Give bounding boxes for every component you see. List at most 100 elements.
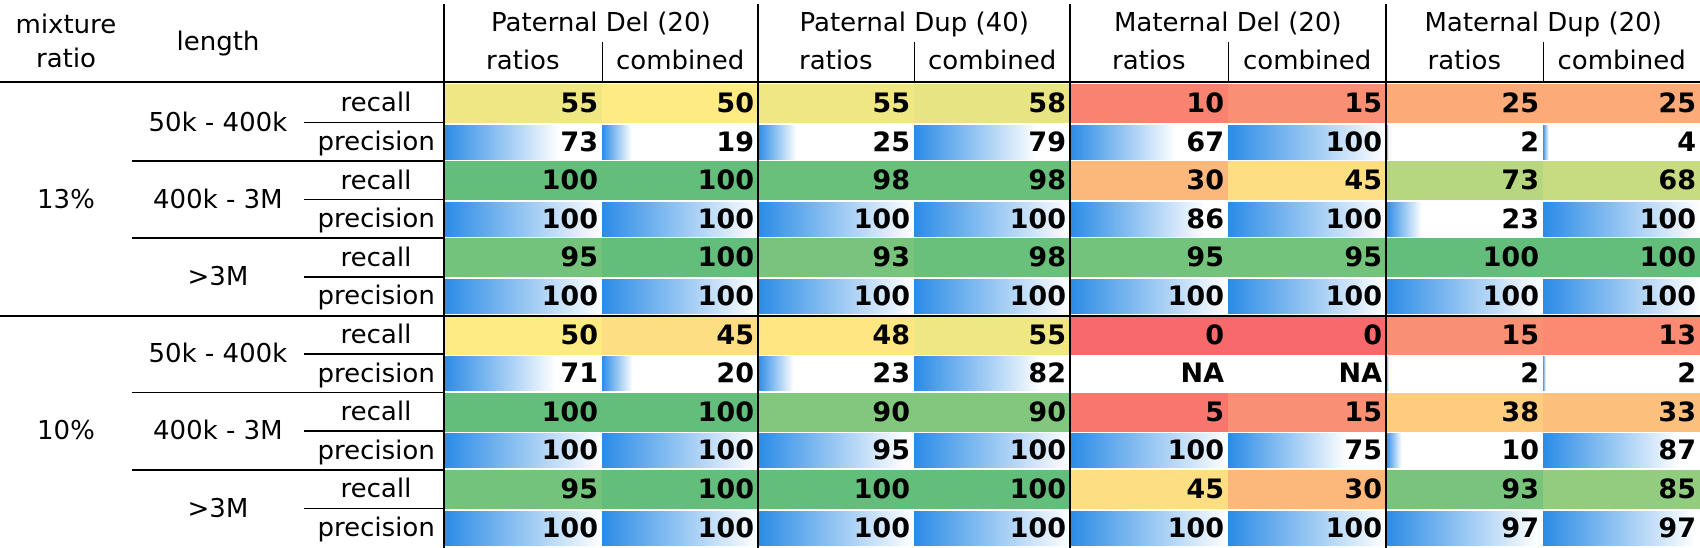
precision-bar (758, 510, 914, 546)
precision-cell: 67 (1070, 123, 1228, 162)
precision-cell: 100 (1228, 277, 1386, 316)
precision-cell: 100 (444, 509, 602, 548)
precision-cell: 100 (914, 200, 1070, 239)
precision-cell: 75 (1228, 431, 1386, 470)
metric-divider (304, 507, 444, 510)
sub-divider (914, 42, 915, 82)
recall-cell: 100 (758, 470, 914, 510)
cell-value: 100 (697, 165, 754, 197)
precision-bar (602, 510, 758, 546)
recall-cell: 55 (444, 84, 602, 124)
sub-header: combined (928, 46, 1057, 76)
metric-divider (304, 430, 444, 432)
cell-value: 100 (541, 165, 598, 197)
precision-bar (1543, 201, 1700, 237)
precision-cell: 100 (1228, 509, 1386, 548)
length-divider (132, 391, 444, 394)
cell-value: 15 (1501, 319, 1539, 351)
mixture-ratio-label: 13% (37, 184, 95, 215)
precision-cell: NA (1228, 354, 1386, 393)
cell-value: 50 (716, 88, 754, 120)
cell-value: 19 (716, 126, 754, 158)
cell-value: 100 (697, 474, 754, 506)
cell-value: 5 (1205, 396, 1224, 428)
cell-value: 100 (1639, 281, 1696, 313)
metric-label: precision (317, 126, 435, 157)
length-label: >3M (187, 493, 249, 524)
recall-cell: 68 (1543, 161, 1700, 201)
metric-label: recall (340, 88, 412, 119)
metric-label: precision (317, 435, 435, 466)
recall-cell: 98 (914, 161, 1070, 201)
cell-value: 93 (1501, 474, 1539, 506)
cell-value: 93 (872, 242, 910, 274)
precision-cell: 97 (1386, 509, 1543, 548)
cell-value: 25 (872, 126, 910, 158)
precision-bar (444, 279, 602, 315)
sub-header: combined (616, 46, 745, 76)
cell-value: 55 (1028, 319, 1066, 351)
recall-cell: 10 (1070, 84, 1228, 124)
precision-cell: 100 (1543, 200, 1700, 239)
recall-cell: 85 (1543, 470, 1700, 510)
cell-value: 23 (1501, 203, 1539, 235)
cell-value: 15 (1344, 88, 1382, 120)
length-divider (132, 160, 444, 162)
precision-bar (758, 201, 914, 237)
metric-label: precision (317, 281, 435, 312)
recall-cell: 98 (914, 238, 1070, 278)
precision-bar (444, 433, 602, 469)
cell-value: 100 (541, 512, 598, 544)
precision-cell: 100 (914, 431, 1070, 470)
cell-value: 100 (541, 396, 598, 428)
sub-divider (1543, 42, 1544, 82)
mixture-ratio-label: 10% (37, 416, 95, 447)
precision-cell: 82 (914, 354, 1070, 393)
metric-label: recall (340, 242, 412, 273)
cell-value: 98 (1028, 242, 1066, 274)
precision-bar (914, 356, 1042, 392)
cell-value: 95 (560, 474, 598, 506)
precision-cell: 100 (1070, 431, 1228, 470)
cell-value: 0 (1205, 319, 1224, 351)
precision-bar (758, 279, 914, 315)
recall-cell: 55 (914, 315, 1070, 355)
precision-bar (1228, 510, 1386, 546)
precision-bar (1070, 510, 1228, 546)
cell-value: 90 (1028, 396, 1066, 428)
precision-bar (1386, 124, 1390, 160)
precision-cell: 100 (602, 200, 758, 239)
precision-cell: 100 (602, 277, 758, 316)
recall-cell: 48 (758, 315, 914, 355)
recall-cell: 95 (1070, 238, 1228, 278)
cell-value: 100 (853, 474, 910, 506)
precision-cell: 2 (1386, 123, 1543, 162)
group-header: Paternal Dup (40) (799, 8, 1029, 38)
metric-label: precision (317, 204, 435, 235)
cell-value: 2 (1677, 358, 1696, 390)
cell-value: 48 (872, 319, 910, 351)
precision-cell: 2 (1386, 354, 1543, 393)
precision-bar (914, 201, 1070, 237)
recall-cell: 55 (758, 84, 914, 124)
length-label: 50k - 400k (148, 107, 288, 138)
length-label: 400k - 3M (153, 184, 283, 215)
length-divider (132, 237, 444, 239)
metric-divider (304, 276, 444, 278)
cell-value: 100 (853, 203, 910, 235)
cell-value: 50 (560, 319, 598, 351)
cell-value: 85 (1658, 474, 1696, 506)
sub-header: combined (1243, 46, 1372, 76)
precision-bar (1070, 201, 1206, 237)
recall-cell: 90 (914, 392, 1070, 432)
cell-value: 100 (697, 281, 754, 313)
recall-cell: 15 (1228, 392, 1386, 432)
metric-label: recall (340, 474, 412, 505)
precision-bar (602, 124, 632, 160)
cell-value: 30 (1344, 474, 1382, 506)
cell-value: NA (1180, 358, 1225, 390)
precision-cell: 100 (758, 200, 914, 239)
cell-value: 100 (1639, 242, 1696, 274)
cell-value: 75 (1344, 435, 1382, 467)
recall-cell: 98 (758, 161, 914, 201)
